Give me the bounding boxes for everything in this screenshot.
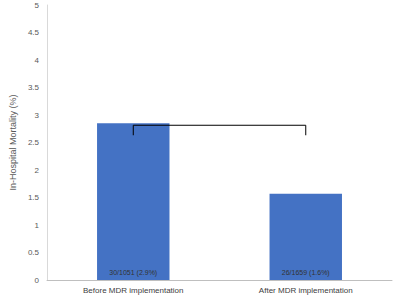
svg-text:30/1051 (2.9%): 30/1051 (2.9%) xyxy=(109,269,157,277)
svg-text:26/1659 (1.6%): 26/1659 (1.6%) xyxy=(282,269,330,277)
svg-text:0.5: 0.5 xyxy=(28,248,40,257)
svg-text:5: 5 xyxy=(35,1,40,10)
svg-text:0: 0 xyxy=(35,276,40,285)
svg-text:3: 3 xyxy=(35,111,40,120)
svg-text:Before MDR implementation: Before MDR implementation xyxy=(83,286,183,295)
svg-text:After MDR implementation: After MDR implementation xyxy=(259,286,353,295)
svg-text:1: 1 xyxy=(35,221,40,230)
svg-text:2.5: 2.5 xyxy=(28,138,40,147)
svg-text:2: 2 xyxy=(35,166,40,175)
svg-text:3.5: 3.5 xyxy=(28,83,40,92)
svg-text:In-Hospital Mortality (%): In-Hospital Mortality (%) xyxy=(8,94,18,190)
svg-text:1.5: 1.5 xyxy=(28,193,40,202)
svg-text:4.5: 4.5 xyxy=(28,28,40,37)
svg-text:4: 4 xyxy=(35,56,40,65)
